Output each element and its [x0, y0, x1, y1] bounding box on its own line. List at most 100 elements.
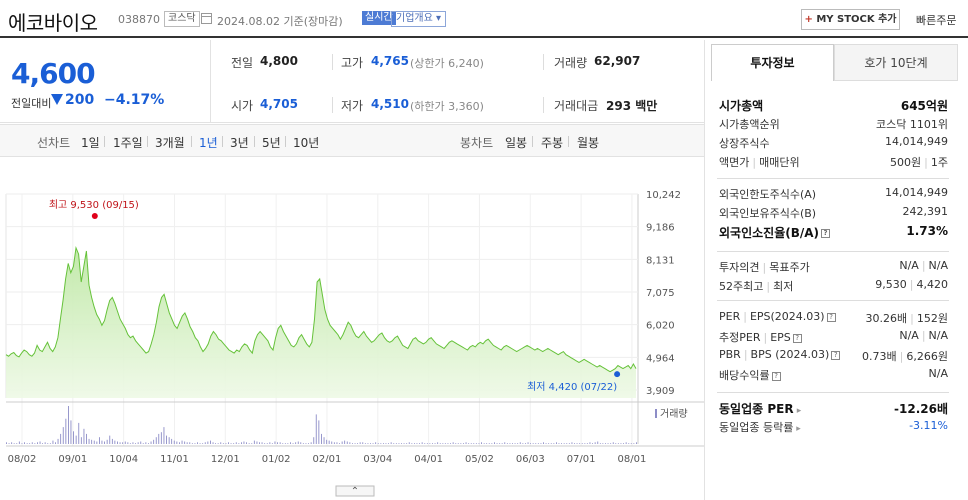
stock-code: 038870	[118, 13, 160, 26]
date-tick-label: 02/01	[313, 454, 342, 465]
tab-orderbook-10[interactable]: 호가 10단계	[834, 44, 958, 81]
quick-order-link[interactable]: 빠른주문	[916, 14, 957, 27]
volume-bar	[16, 443, 18, 444]
volume-bar	[341, 441, 343, 444]
volume-bar	[75, 435, 77, 444]
help-icon[interactable]: ?	[821, 229, 831, 238]
period-3y[interactable]: 3년	[230, 136, 249, 150]
info-row: 동일업종 PER ▸ -12.26배	[719, 400, 948, 418]
volume-bar	[104, 441, 105, 444]
volume-bar	[310, 442, 312, 444]
help-icon[interactable]: ?	[771, 371, 781, 381]
volume-bar	[561, 443, 562, 444]
volume-bar	[300, 442, 302, 444]
volume-bar	[630, 443, 632, 444]
volume-bar	[584, 443, 586, 444]
period-1w[interactable]: 1주일	[113, 136, 143, 150]
volume-bar	[277, 442, 278, 444]
price-tick-label: 6,020	[646, 321, 675, 332]
period-10y[interactable]: 10년	[293, 136, 320, 150]
volume-bar	[444, 443, 446, 444]
period-5y[interactable]: 5년	[262, 136, 281, 150]
high-value: 4,765	[371, 54, 409, 68]
volume-bar	[563, 443, 565, 444]
volume-bar	[416, 443, 418, 444]
info-key: 배당수익률?	[719, 367, 781, 383]
volume-bar	[166, 435, 167, 444]
base-date: 2024.08.02 기준(장마감)	[217, 15, 343, 28]
divider: |	[899, 350, 904, 363]
volume-value: 62,907	[594, 54, 641, 68]
date-tick-label: 01/02	[262, 454, 291, 465]
volume-bar	[290, 442, 291, 444]
min-label: 최저 4,420 (07/22)	[527, 381, 617, 393]
volume-bar	[279, 442, 281, 444]
period-1y[interactable]: 1년	[199, 136, 218, 150]
volume-bar	[266, 443, 268, 444]
volume-bar	[246, 442, 247, 444]
volume-bar	[522, 443, 524, 444]
volume-bar	[486, 443, 488, 444]
volume-bar	[93, 440, 95, 444]
volume-bar	[403, 443, 405, 444]
help-icon[interactable]: ?	[831, 350, 841, 360]
divider: |	[762, 261, 767, 274]
price-change: 200	[65, 92, 95, 108]
volume-bar	[512, 443, 513, 444]
help-icon[interactable]: ?	[792, 333, 802, 343]
volume-bar	[328, 440, 330, 444]
help-icon[interactable]: ?	[826, 312, 836, 322]
volume-bar	[197, 442, 198, 444]
divider: |	[921, 329, 926, 342]
volume-bar	[184, 441, 186, 444]
divider: |	[743, 310, 747, 323]
volume-bar	[78, 422, 80, 444]
info-value: 500원 | 1주	[890, 156, 948, 169]
my-stock-add-button[interactable]: + MY STOCK 추가	[801, 9, 900, 30]
period-3m[interactable]: 3개월	[155, 136, 185, 150]
volume-bar	[426, 443, 428, 444]
info-key: 시가총액	[719, 99, 764, 113]
volume-bar	[527, 442, 529, 444]
volume-bar	[581, 443, 583, 444]
volume-bar	[610, 443, 612, 444]
volume-bar	[488, 443, 490, 444]
volume-bar	[233, 443, 235, 444]
info-value: 30.26배 | 152원	[865, 312, 948, 325]
company-overview-dropdown[interactable]: 기업개요 ▾	[391, 11, 447, 27]
chevron-right-icon[interactable]: ▸	[793, 424, 801, 434]
candle-weekly[interactable]: 주봉	[541, 136, 564, 150]
candle-monthly[interactable]: 월봉	[577, 136, 600, 150]
plus-icon: +	[804, 14, 813, 25]
volume-bar	[210, 440, 211, 444]
volume-bar	[261, 442, 263, 444]
realtime-badge[interactable]: 실시간	[362, 11, 396, 25]
volume-bar	[370, 443, 371, 444]
volume-bar	[383, 443, 384, 444]
low-label: 저가	[341, 99, 364, 113]
period-1d[interactable]: 1일	[81, 136, 100, 150]
info-row: 시가총액순위 코스닥 1101위	[719, 116, 948, 134]
market-badge: 코스닥	[164, 11, 200, 27]
volume-bar	[179, 442, 180, 444]
volume-bar	[297, 441, 299, 444]
volume-bar	[215, 443, 216, 444]
volume-bar	[292, 443, 294, 444]
tab-investment-info[interactable]: 투자정보	[711, 44, 834, 81]
volume-bar	[571, 442, 573, 444]
divider	[543, 97, 544, 113]
candle-daily[interactable]: 일봉	[505, 136, 528, 150]
volume-bar	[478, 443, 480, 444]
price-line	[5, 246, 637, 373]
volume-bar	[39, 441, 41, 444]
price-box: 4,600 전일대비 200 −4.17%	[0, 40, 211, 122]
divider	[717, 251, 949, 252]
volume-bars	[6, 406, 637, 444]
chevron-right-icon[interactable]: ▸	[793, 406, 802, 416]
volume-bar	[599, 443, 601, 444]
volume-bar	[556, 442, 557, 444]
divider	[332, 54, 333, 70]
volume-bar	[380, 443, 382, 444]
period-selector: 선차트 1일 1주일 3개월 1년 3년 5년 10년 봉차트 일봉 주봉 월봉	[0, 124, 704, 157]
volume-bar	[429, 443, 431, 444]
